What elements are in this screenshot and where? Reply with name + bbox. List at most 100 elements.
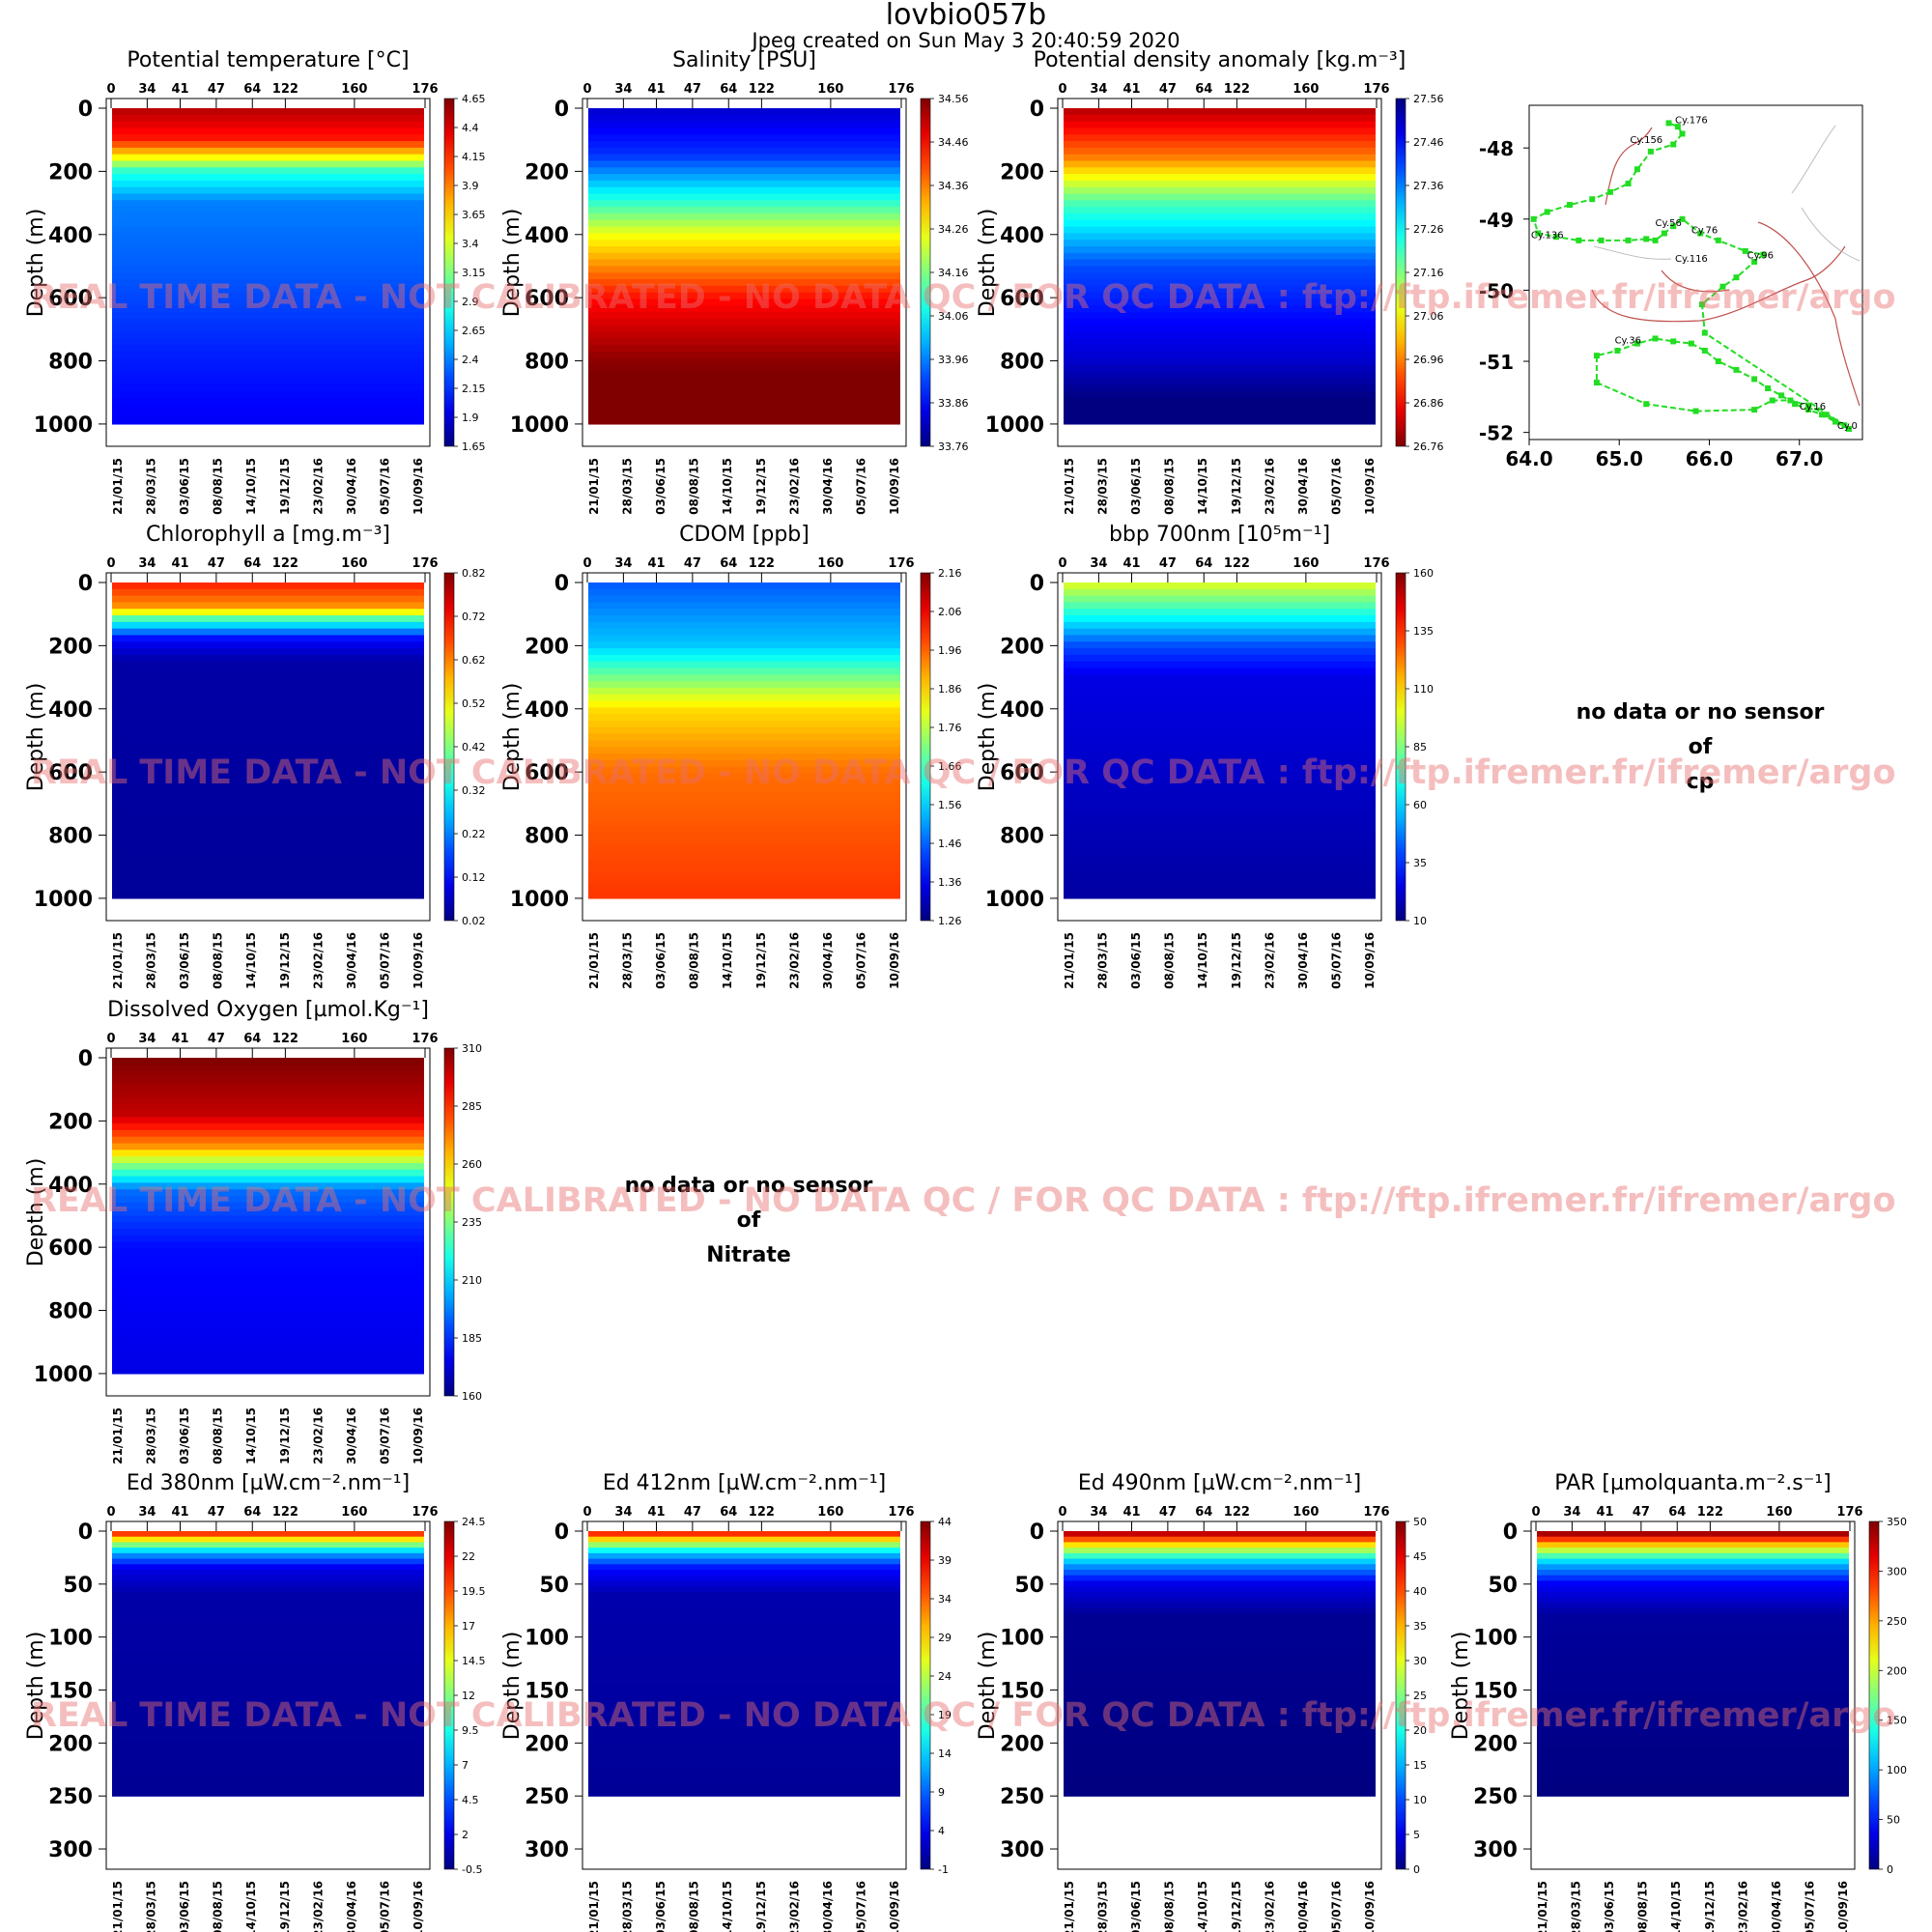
track-point <box>1769 397 1776 404</box>
top-tick-label: 41 <box>171 82 188 97</box>
heatmap-body <box>1064 582 1376 899</box>
top-tick-label: 176 <box>888 82 914 97</box>
heatmap-band <box>112 1288 424 1295</box>
date-tick-label: 08/08/15 <box>212 1881 225 1932</box>
heatmap-band <box>1537 1768 1849 1775</box>
heatmap-band <box>1064 1707 1376 1715</box>
y-tick-label: 800 <box>48 825 93 849</box>
date-tick-label: 30/04/16 <box>1296 458 1310 515</box>
heatmap-band <box>112 1652 424 1659</box>
track-point <box>1787 397 1794 404</box>
colorbar-label: 25 <box>1413 1690 1427 1702</box>
heatmap-band <box>112 1625 424 1632</box>
y-tick-label: 0 <box>1030 1520 1044 1545</box>
heatmap-band <box>1537 1652 1849 1659</box>
colorbar-label: 3.65 <box>462 209 486 221</box>
heatmap-band <box>1064 226 1376 235</box>
top-tick-label: 41 <box>171 1032 188 1046</box>
heatmap-band <box>1064 753 1376 761</box>
date-tick-label: 10/09/16 <box>412 458 425 515</box>
heatmap-band <box>588 812 900 820</box>
heatmap-band <box>112 1248 424 1256</box>
heatmap-band <box>1537 1564 1849 1571</box>
heatmap-band <box>1537 1641 1849 1648</box>
heatmap-band <box>112 1367 424 1375</box>
heatmap-body <box>112 582 424 899</box>
heatmap-band <box>588 1690 900 1697</box>
date-tick-label: 30/04/16 <box>1770 1881 1783 1932</box>
heatmap-band <box>1064 773 1376 781</box>
heatmap-band <box>588 852 900 860</box>
heatmap-band <box>1537 1536 1849 1544</box>
heatmap-band <box>1064 668 1376 675</box>
heatmap-band <box>588 747 900 754</box>
track-point <box>1846 425 1853 432</box>
date-tick-label: 23/02/16 <box>787 1881 801 1932</box>
heatmap-band <box>112 266 424 273</box>
colorbar-label: 3.15 <box>462 267 486 279</box>
heatmap-band <box>588 628 900 637</box>
bathymetry-contour <box>1593 125 1861 262</box>
date-tick-label: 10/09/16 <box>1836 1881 1850 1932</box>
heatmap-band <box>112 1741 424 1747</box>
top-tick-label: 176 <box>1363 82 1389 97</box>
heatmap-band <box>1064 141 1376 149</box>
top-tick-label: 41 <box>1122 556 1140 571</box>
heatmap-band <box>1064 759 1376 768</box>
y-tick-label: 400 <box>1000 698 1044 723</box>
heatmap-band <box>112 1096 424 1105</box>
cycle-label: Cy.176 <box>1675 115 1708 126</box>
heatmap-band <box>1537 1548 1849 1554</box>
heatmap-band <box>112 687 424 696</box>
heatmap-band <box>588 121 900 129</box>
colorbar <box>1395 1520 1406 1870</box>
heatmap-body <box>112 108 424 425</box>
heatmap-band <box>1064 357 1376 366</box>
y-tick-label: 1000 <box>34 413 93 438</box>
heatmap-band <box>1064 1751 1376 1758</box>
top-tick-label: 160 <box>1293 1505 1319 1520</box>
heatmap-band <box>588 588 900 597</box>
heatmap-band <box>588 792 900 801</box>
heatmap-band <box>1537 1790 1849 1797</box>
track-point <box>1670 141 1677 148</box>
heatmap-band <box>1064 1774 1376 1780</box>
heatmap-band <box>112 193 424 201</box>
date-tick-label: 03/06/15 <box>1129 932 1143 989</box>
top-tick-label: 122 <box>749 82 775 97</box>
colorbar-label: 33.86 <box>938 397 969 410</box>
no-data-line: of <box>1688 735 1713 759</box>
heatmap-band <box>1537 1696 1849 1703</box>
heatmap-band <box>1064 674 1376 682</box>
plot-frame <box>105 572 431 922</box>
top-tick-label: 0 <box>106 1505 115 1520</box>
top-tick-label: 176 <box>412 82 438 97</box>
heatmap-band <box>588 312 900 320</box>
heatmap-band <box>112 1607 424 1615</box>
heatmap-band <box>588 1552 900 1560</box>
colorbar-label: 260 <box>462 1158 482 1171</box>
heatmap-band <box>588 1641 900 1648</box>
colorbar-label: 0.02 <box>462 915 486 927</box>
heatmap-band <box>588 740 900 748</box>
heatmap-band <box>588 773 900 781</box>
heatmap-band <box>112 1117 424 1124</box>
track-point <box>1625 180 1632 186</box>
y-tick-label: 250 <box>525 1785 569 1809</box>
heatmap-band <box>112 859 424 867</box>
heatmap-band <box>112 1696 424 1703</box>
heatmap-band <box>112 1156 424 1164</box>
top-tick-label: 47 <box>208 1032 225 1046</box>
colorbar-label: 35 <box>1413 857 1427 869</box>
date-tick-label: 05/07/16 <box>1329 1881 1343 1932</box>
heatmap-band <box>1064 114 1376 123</box>
heatmap-band <box>1064 121 1376 129</box>
heatmap-band <box>112 1307 424 1316</box>
heatmap-band <box>112 838 424 847</box>
y-tick-label: 0 <box>1030 98 1044 122</box>
heatmap-band <box>112 865 424 873</box>
y-tick-label: 600 <box>525 287 569 311</box>
top-tick-label: 0 <box>106 556 115 571</box>
date-tick-label: 14/10/15 <box>244 1407 258 1464</box>
heatmap-band <box>1064 1723 1376 1731</box>
